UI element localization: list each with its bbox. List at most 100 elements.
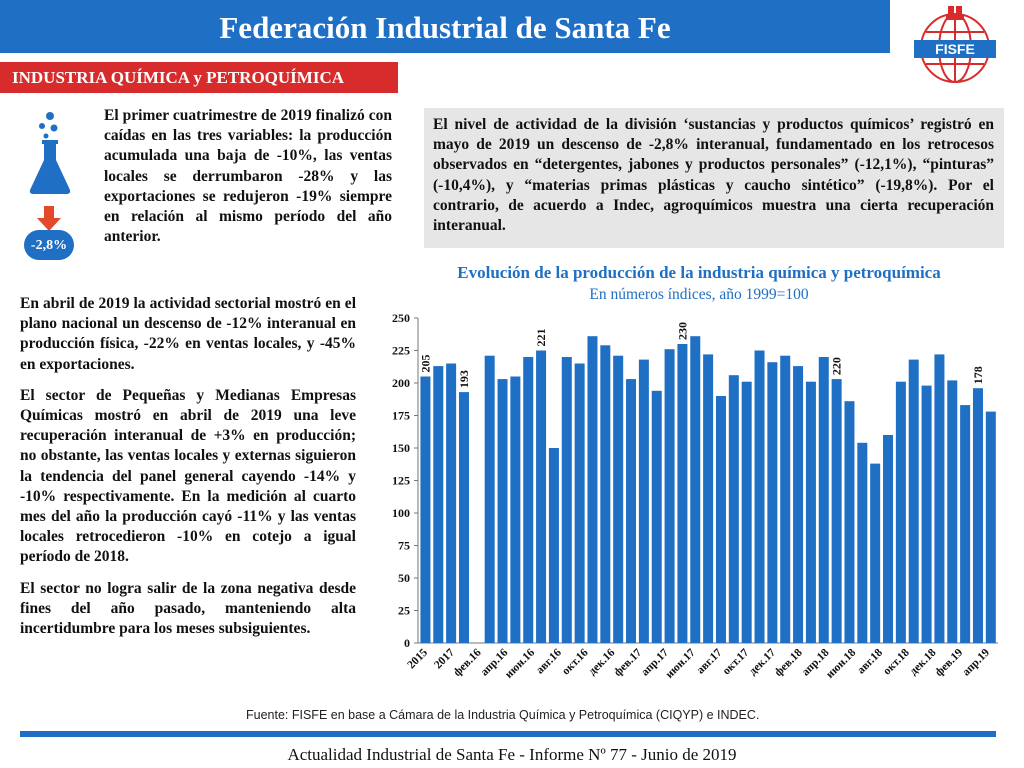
chart-bar bbox=[767, 362, 778, 643]
body-paragraph-3: El sector no logra salir de la zona nega… bbox=[20, 579, 356, 638]
x-tick-label: июн.18 bbox=[824, 646, 858, 680]
chart-bar bbox=[728, 375, 739, 643]
chart-bar bbox=[831, 379, 842, 643]
y-tick-label: 50 bbox=[398, 571, 410, 585]
x-tick-label: июн.17 bbox=[664, 646, 698, 680]
chart-bar bbox=[703, 354, 714, 643]
y-tick-label: 250 bbox=[392, 311, 410, 325]
y-tick-label: 175 bbox=[392, 409, 410, 423]
x-tick-label: фев.17 bbox=[612, 646, 644, 678]
chart-subtitle: En números índices, año 1999=100 bbox=[589, 286, 809, 303]
x-tick-label: окт.18 bbox=[881, 646, 912, 677]
body-paragraph-2: El sector de Pequeñas y Medianas Empresa… bbox=[20, 386, 356, 566]
variation-badge: -2,8% bbox=[24, 230, 74, 260]
production-bar-chart: 0 25 50 75 100 125 150 175 200 225 250 205 193 221 230… bbox=[392, 311, 998, 681]
chart-bar bbox=[458, 392, 469, 643]
y-tick-label: 225 bbox=[392, 344, 410, 358]
chart-bar bbox=[510, 376, 521, 643]
chart-bar bbox=[857, 442, 868, 643]
x-tick-label: окт.16 bbox=[560, 646, 591, 677]
x-tick-label: авг.16 bbox=[534, 646, 564, 676]
x-tick-label: июн.16 bbox=[503, 646, 537, 680]
data-label: 205 bbox=[418, 355, 432, 373]
chart-bar bbox=[947, 380, 958, 643]
x-tick-label: фев.18 bbox=[773, 646, 805, 678]
chart-bar bbox=[651, 390, 662, 643]
x-tick-label: фев.19 bbox=[933, 646, 965, 678]
data-label: 193 bbox=[457, 370, 471, 388]
highlight-paragraph: El nivel de actividad de la división ‘su… bbox=[433, 116, 994, 235]
header-bar bbox=[0, 0, 890, 53]
chart-bar bbox=[613, 355, 624, 643]
body-paragraph-1: En abril de 2019 la actividad sectorial … bbox=[20, 295, 356, 373]
chart-bar bbox=[433, 366, 444, 643]
source-note: Fuente: FISFE en base a Cámara de la Ind… bbox=[246, 708, 760, 722]
x-tick-label: авг.17 bbox=[695, 646, 725, 676]
x-tick-label: дек.16 bbox=[586, 646, 617, 677]
chart-bar bbox=[690, 336, 701, 643]
x-tick-label: 2015 bbox=[405, 646, 430, 671]
chart-bar bbox=[677, 344, 688, 643]
chart-bar bbox=[844, 401, 855, 643]
data-label: 178 bbox=[971, 366, 985, 384]
chart-bar bbox=[870, 463, 881, 643]
chart-bar bbox=[536, 350, 547, 643]
section-tag: INDUSTRIA QUÍMICA y PETROQUÍMICA bbox=[0, 62, 398, 93]
chart-bar bbox=[883, 435, 894, 643]
footer-text: Actualidad Industrial de Santa Fe - Info… bbox=[287, 745, 737, 764]
x-tick-label: дек.17 bbox=[747, 646, 778, 677]
data-label: 230 bbox=[675, 322, 689, 340]
highlight-box bbox=[424, 108, 1004, 248]
chart-bar bbox=[960, 405, 971, 643]
chart-bar bbox=[715, 396, 726, 643]
body-text: En abril de 2019 la actividad sectorial … bbox=[20, 294, 356, 650]
chart-bar bbox=[818, 357, 829, 643]
chart-bar bbox=[921, 385, 932, 643]
chart-bar bbox=[972, 388, 983, 643]
data-label: 221 bbox=[534, 329, 548, 347]
y-tick-label: 75 bbox=[398, 539, 410, 553]
chart-bar bbox=[985, 411, 996, 643]
chart-bar bbox=[548, 448, 559, 643]
chart-bar bbox=[780, 355, 791, 643]
chart-bar bbox=[446, 363, 457, 643]
y-tick-label: 150 bbox=[392, 441, 410, 455]
x-tick-label: фев.16 bbox=[451, 646, 483, 678]
chart-bar bbox=[587, 336, 598, 643]
chart-bar bbox=[908, 359, 919, 643]
x-tick-label: окт.17 bbox=[720, 646, 751, 677]
logo-text: FISFE bbox=[935, 41, 975, 57]
y-tick-label: 200 bbox=[392, 376, 410, 390]
chart-bar bbox=[805, 381, 816, 643]
chart-bar bbox=[741, 381, 752, 643]
y-tick-label: 25 bbox=[398, 604, 410, 618]
y-tick-label: 100 bbox=[392, 506, 410, 520]
chart-bar bbox=[484, 355, 495, 643]
chart-bar bbox=[895, 381, 906, 643]
y-tick-label: 125 bbox=[392, 474, 410, 488]
chart-bar bbox=[561, 357, 572, 643]
intro-paragraph: El primer cuatrimestre de 2019 finalizó … bbox=[104, 107, 392, 246]
fisfe-logo: FISFE bbox=[914, 6, 996, 83]
x-tick-label: апр.19 bbox=[960, 646, 992, 678]
chart-bar bbox=[638, 359, 649, 643]
chart-bar bbox=[754, 350, 765, 643]
chart-bar bbox=[497, 379, 508, 643]
x-tick-label: дек.18 bbox=[908, 646, 939, 677]
page-title: Federación Industrial de Santa Fe bbox=[219, 10, 671, 45]
down-arrow-icon bbox=[37, 206, 61, 231]
chart-bar bbox=[600, 345, 611, 643]
x-tick-label: авг.18 bbox=[855, 646, 885, 676]
chart-bar bbox=[523, 357, 534, 643]
flask-icon bbox=[29, 112, 71, 194]
y-tick-label: 0 bbox=[404, 636, 410, 650]
chart-bar bbox=[664, 349, 675, 643]
chart-bar bbox=[793, 366, 804, 643]
chart-bar bbox=[934, 354, 945, 643]
chart-bar bbox=[420, 376, 431, 643]
chart-bar bbox=[574, 363, 585, 643]
chart-title: Evolución de la producción de la industr… bbox=[457, 263, 941, 282]
chart-bar bbox=[626, 379, 637, 643]
data-label: 220 bbox=[830, 357, 844, 375]
footer-rule bbox=[20, 731, 996, 737]
